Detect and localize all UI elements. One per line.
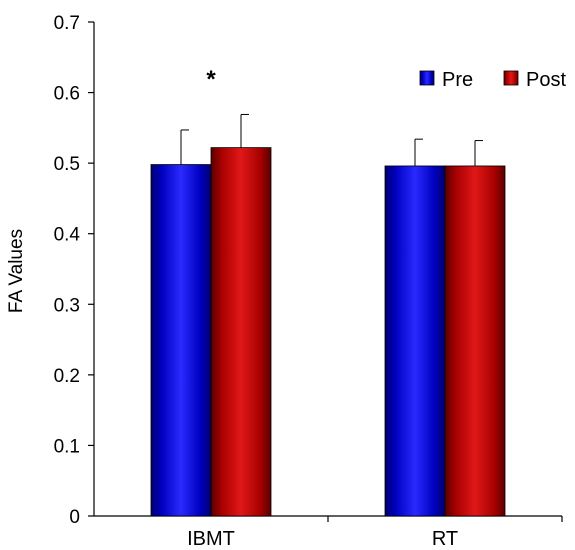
legend-swatch-post: [503, 70, 519, 86]
y-tick-label-3: 0.3: [54, 295, 80, 316]
bar-rt-post: [444, 165, 506, 517]
legend: Pre Post: [419, 69, 566, 91]
annotations-group: *: [206, 66, 216, 93]
y-tick-label-5: 0.5: [54, 154, 80, 175]
x-tick-label-ibmt: IBMT: [187, 528, 235, 550]
bar-ibmt-pre: [150, 164, 212, 517]
error-bars-group: [180, 113, 483, 166]
y-tick-label-7: 0.7: [54, 13, 80, 34]
y-tick-label-2: 0.2: [54, 366, 80, 387]
y-tick-label-1: 0.1: [54, 436, 80, 457]
legend-swatch-pre: [419, 70, 435, 86]
y-axis: 0 0.1 0.2 0.3 0.4 0.5 0.6 0.7: [54, 13, 95, 528]
bar-rt-pre: [384, 165, 446, 517]
legend-label-pre: Pre: [442, 69, 473, 91]
significance-annotation-0: *: [206, 66, 216, 93]
y-tick-label-0: 0: [69, 507, 80, 528]
x-axis: IBMT RT: [94, 515, 563, 550]
x-tick-label-rt: RT: [432, 528, 458, 550]
bars-group: [150, 147, 506, 517]
bar-ibmt-post: [210, 147, 272, 517]
legend-label-post: Post: [526, 69, 566, 91]
y-axis-label: FA Values: [6, 229, 27, 313]
y-tick-label-4: 0.4: [54, 225, 81, 246]
y-tick-label-6: 0.6: [54, 84, 80, 105]
